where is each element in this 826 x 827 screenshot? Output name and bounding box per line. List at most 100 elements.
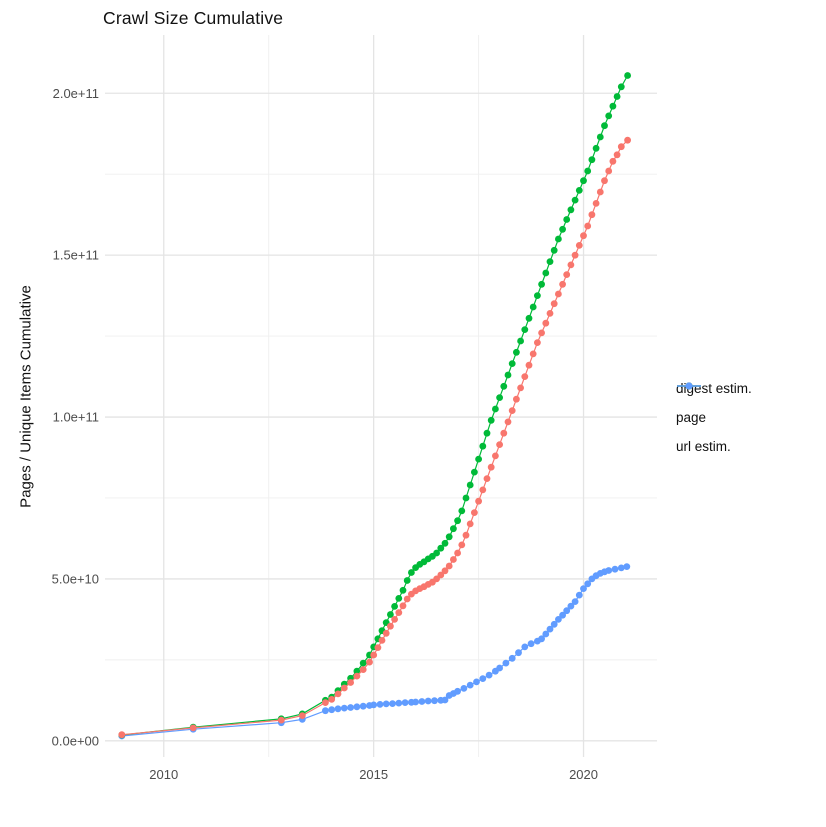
data-point-page xyxy=(387,611,394,618)
data-point-digest-estim- xyxy=(445,562,453,570)
data-point-digest-estim- xyxy=(546,310,554,317)
data-point-digest-estim- xyxy=(454,549,461,557)
data-point-digest-estim- xyxy=(441,567,449,575)
data-point-digest-estim- xyxy=(370,651,378,659)
data-point-url-estim- xyxy=(473,678,480,686)
data-point-page xyxy=(534,292,541,299)
y-tick-label: 0.0e+00 xyxy=(52,733,99,748)
data-point-page xyxy=(391,603,398,610)
data-point-digest-estim- xyxy=(466,520,474,528)
data-point-digest-estim- xyxy=(525,361,533,369)
data-point-page xyxy=(359,659,367,667)
data-point-page xyxy=(399,586,407,594)
data-point-url-estim- xyxy=(542,630,550,638)
data-point-url-estim- xyxy=(584,580,592,588)
data-point-digest-estim- xyxy=(395,609,403,616)
data-point-digest-estim- xyxy=(538,329,545,337)
data-point-page xyxy=(588,156,596,164)
data-point-page xyxy=(475,455,482,463)
data-point-digest-estim- xyxy=(529,350,537,358)
data-point-page xyxy=(596,133,604,141)
data-point-digest-estim- xyxy=(613,151,621,159)
data-point-url-estim- xyxy=(454,687,461,695)
data-point-page xyxy=(454,517,461,525)
data-point-digest-estim- xyxy=(450,556,457,563)
data-point-url-estim- xyxy=(353,703,361,711)
data-point-digest-estim- xyxy=(559,280,566,288)
data-point-page xyxy=(441,539,449,547)
data-point-page xyxy=(513,348,520,356)
data-point-page xyxy=(624,72,631,79)
legend-label: digest estim. xyxy=(676,380,752,396)
data-point-page xyxy=(471,468,478,476)
data-point-page xyxy=(403,577,411,584)
data-point-digest-estim- xyxy=(592,200,600,207)
x-tick-label: 2015 xyxy=(359,767,388,782)
data-point-url-estim- xyxy=(460,685,468,692)
data-point-digest-estim- xyxy=(500,429,508,437)
legend-label: page xyxy=(676,409,707,425)
data-point-url-estim- xyxy=(555,616,562,623)
data-point-url-estim- xyxy=(550,620,558,628)
data-point-url-estim- xyxy=(401,699,409,706)
data-point-digest-estim- xyxy=(601,177,608,185)
data-point-page xyxy=(458,507,466,515)
data-point-page xyxy=(462,494,470,502)
data-point-digest-estim- xyxy=(403,595,411,603)
data-point-digest-estim- xyxy=(542,319,550,327)
data-point-url-estim- xyxy=(502,659,510,667)
data-point-page xyxy=(487,416,495,424)
y-tick-label: 5.0e+10 xyxy=(52,571,99,586)
data-point-url-estim- xyxy=(605,567,613,574)
data-point-url-estim- xyxy=(466,681,474,689)
data-point-page xyxy=(479,442,487,450)
data-point-page xyxy=(538,280,545,288)
data-point-page xyxy=(492,405,499,413)
data-point-page xyxy=(605,112,613,120)
data-point-page xyxy=(504,371,512,379)
data-point-digest-estim- xyxy=(567,261,575,269)
data-point-digest-estim- xyxy=(353,672,361,680)
data-point-page xyxy=(395,595,403,602)
data-point-digest-estim- xyxy=(483,475,491,482)
data-point-digest-estim- xyxy=(571,251,579,259)
x-tick-label: 2010 xyxy=(149,767,178,782)
data-point-page xyxy=(563,216,571,223)
data-point-url-estim- xyxy=(559,611,566,619)
legend-item-url-estim-: url estim. xyxy=(676,382,752,456)
data-point-digest-estim- xyxy=(521,373,529,380)
data-point-digest-estim- xyxy=(277,716,285,724)
data-point-page xyxy=(613,93,621,100)
data-point-url-estim- xyxy=(418,698,426,705)
data-point-digest-estim- xyxy=(462,531,470,539)
data-point-digest-estim- xyxy=(555,290,562,298)
data-point-url-estim- xyxy=(441,696,449,704)
data-point-digest-estim- xyxy=(458,541,466,549)
y-tick-label: 1.5e+11 xyxy=(53,248,99,263)
data-point-page xyxy=(575,187,583,194)
data-point-digest-estim- xyxy=(580,232,587,240)
data-point-digest-estim- xyxy=(471,509,478,516)
data-point-page xyxy=(584,167,592,175)
data-point-url-estim- xyxy=(508,654,516,662)
data-point-digest-estim- xyxy=(189,724,197,732)
data-point-url-estim- xyxy=(521,643,529,651)
data-point-digest-estim- xyxy=(605,167,613,175)
y-axis-title: Pages / Unique Items Cumulative xyxy=(17,285,35,508)
data-point-digest-estim- xyxy=(475,497,482,505)
data-point-page xyxy=(500,382,508,390)
data-point-page xyxy=(617,83,625,91)
data-point-url-estim- xyxy=(424,697,432,705)
x-tick-label: 2020 xyxy=(569,767,598,782)
data-point-digest-estim- xyxy=(504,418,512,426)
data-point-page xyxy=(353,667,361,675)
data-point-digest-estim- xyxy=(534,339,541,346)
data-point-digest-estim- xyxy=(563,271,571,278)
data-point-page xyxy=(542,269,550,277)
data-point-digest-estim- xyxy=(374,644,382,651)
data-point-page xyxy=(567,206,575,214)
data-point-digest-estim- xyxy=(118,731,126,739)
data-point-digest-estim- xyxy=(328,696,336,703)
data-point-digest-estim- xyxy=(609,157,617,165)
